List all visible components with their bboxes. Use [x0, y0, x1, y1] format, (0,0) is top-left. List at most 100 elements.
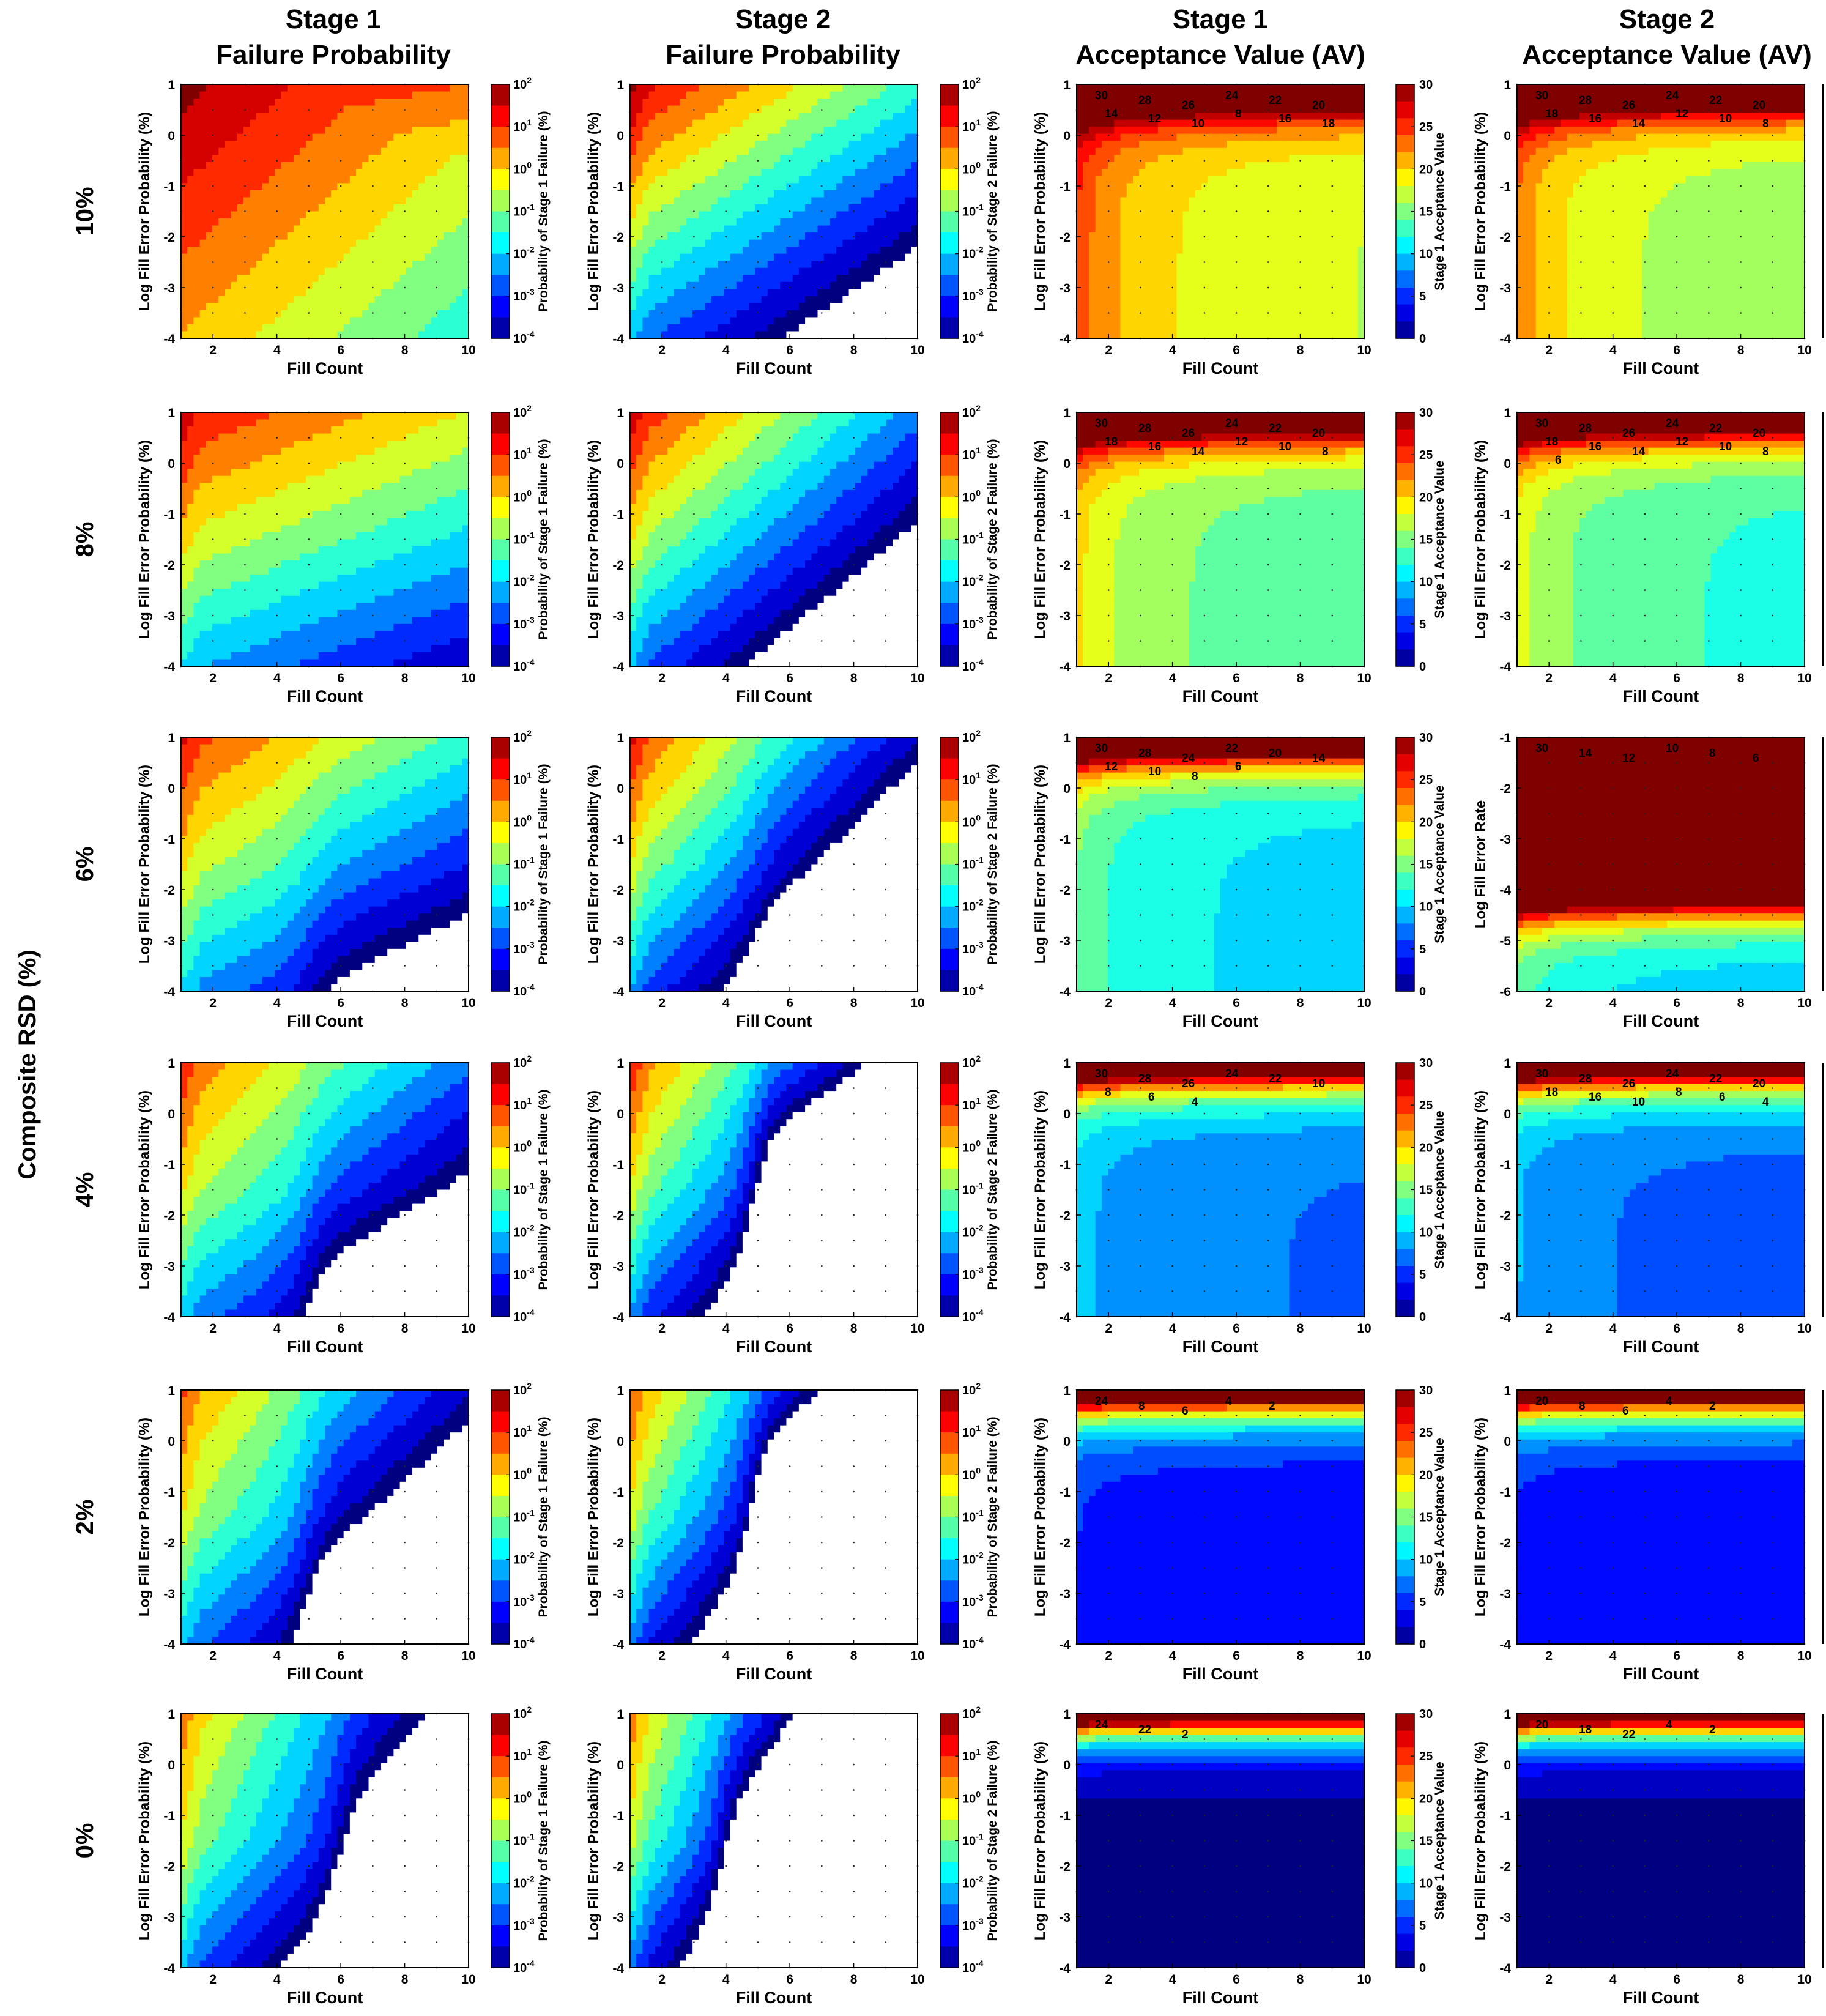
contour-cell: [262, 113, 269, 120]
contour-cell: [218, 197, 225, 204]
contour-cell: [331, 127, 338, 134]
contour-cell: [193, 212, 200, 219]
contour-cell: [218, 303, 225, 310]
contour-cell: [206, 232, 213, 240]
contour-cell: [281, 324, 288, 332]
contour-cell: [269, 317, 275, 324]
contour-cell: [181, 113, 188, 120]
contour-cell: [187, 162, 194, 169]
contour-cell: [294, 275, 300, 282]
contour-cell: [300, 317, 306, 324]
contour-cell: [288, 254, 294, 261]
contour-cell: [256, 197, 263, 204]
contour-cell: [231, 84, 238, 92]
contour-cell: [225, 141, 232, 148]
contour-cell: [256, 183, 263, 190]
contour-cell: [288, 275, 294, 282]
contour-cell: [212, 113, 219, 120]
contour-cell: [256, 84, 263, 92]
contour-cell: [331, 254, 338, 261]
contour-cell: [275, 331, 281, 338]
contour-cell: [243, 254, 250, 261]
contour-cell: [237, 303, 244, 310]
contour-cell: [262, 275, 269, 282]
contour-cell: [313, 197, 319, 204]
contour-cell: [319, 296, 325, 303]
contour-cell: [294, 226, 300, 233]
contour-cell: [237, 254, 244, 261]
contour-cell: [200, 99, 207, 106]
contour-cell: [325, 183, 332, 190]
contour-cell: [294, 169, 300, 176]
contour-cell: [206, 92, 213, 99]
contour-cell: [331, 106, 338, 113]
contour-cell: [231, 190, 238, 198]
contour-cell: [250, 289, 256, 296]
contour-cell: [313, 268, 319, 275]
contour-cell: [225, 162, 232, 169]
contour-cell: [288, 226, 294, 233]
contour-cell: [181, 197, 188, 204]
contour-cell: [237, 176, 244, 184]
contour-cell: [237, 106, 244, 113]
contour-cell: [300, 232, 306, 240]
contour-cell: [187, 113, 194, 120]
contour-cell: [319, 282, 325, 289]
contour-cell: [193, 99, 200, 106]
contour-cell: [325, 197, 332, 204]
contour-cell: [331, 134, 338, 141]
contour-cell: [218, 106, 225, 113]
contour-cell: [294, 212, 300, 219]
contour-cell: [225, 169, 232, 176]
contour-cell: [294, 127, 300, 134]
contour-cell: [313, 317, 319, 324]
contour-cell: [275, 113, 281, 120]
contour-cell: [193, 247, 200, 254]
contour-cell: [262, 331, 269, 338]
contour-cell: [300, 218, 306, 226]
contour-cell: [193, 169, 200, 176]
contour-cell: [231, 162, 238, 169]
contour-cell: [300, 99, 306, 106]
contour-cell: [275, 289, 281, 296]
contour-cell: [193, 282, 200, 289]
contour-cell: [306, 331, 313, 338]
contour-cell: [281, 176, 288, 184]
contour-cell: [313, 275, 319, 282]
contour-cell: [269, 127, 275, 134]
contour-cell: [231, 134, 238, 141]
contour-cell: [281, 212, 288, 219]
contour-cell: [319, 120, 325, 127]
contour-cell: [200, 106, 207, 113]
contour-cell: [231, 296, 238, 303]
contour-cell: [243, 324, 250, 332]
contour-cell: [337, 84, 344, 92]
contour-cell: [187, 190, 194, 198]
contour-cell: [281, 289, 288, 296]
contour-cell: [243, 190, 250, 198]
contour-cell: [237, 232, 244, 240]
contour-cell: [193, 310, 200, 318]
contour-cell: [269, 254, 275, 261]
contour-cell: [181, 162, 188, 169]
contour-cell: [306, 155, 313, 162]
contour-cell: [306, 190, 313, 198]
contour-cell: [250, 331, 256, 338]
contour-cell: [275, 226, 281, 233]
contour-cell: [313, 148, 319, 155]
contour-cell: [294, 92, 300, 99]
contour-cell: [294, 317, 300, 324]
contour-cell: [250, 169, 256, 176]
contour-cell: [288, 148, 294, 155]
contour-cell: [313, 226, 319, 233]
contour-cell: [262, 289, 269, 296]
contour-cell: [269, 92, 275, 99]
contour-cell: [281, 232, 288, 240]
contour-cell: [288, 141, 294, 148]
contour-cell: [187, 148, 194, 155]
contour-cell: [288, 162, 294, 169]
contour-cell: [187, 134, 194, 141]
contour-cell: [262, 169, 269, 176]
contour-cell: [275, 204, 281, 212]
contour-cell: [181, 275, 188, 282]
